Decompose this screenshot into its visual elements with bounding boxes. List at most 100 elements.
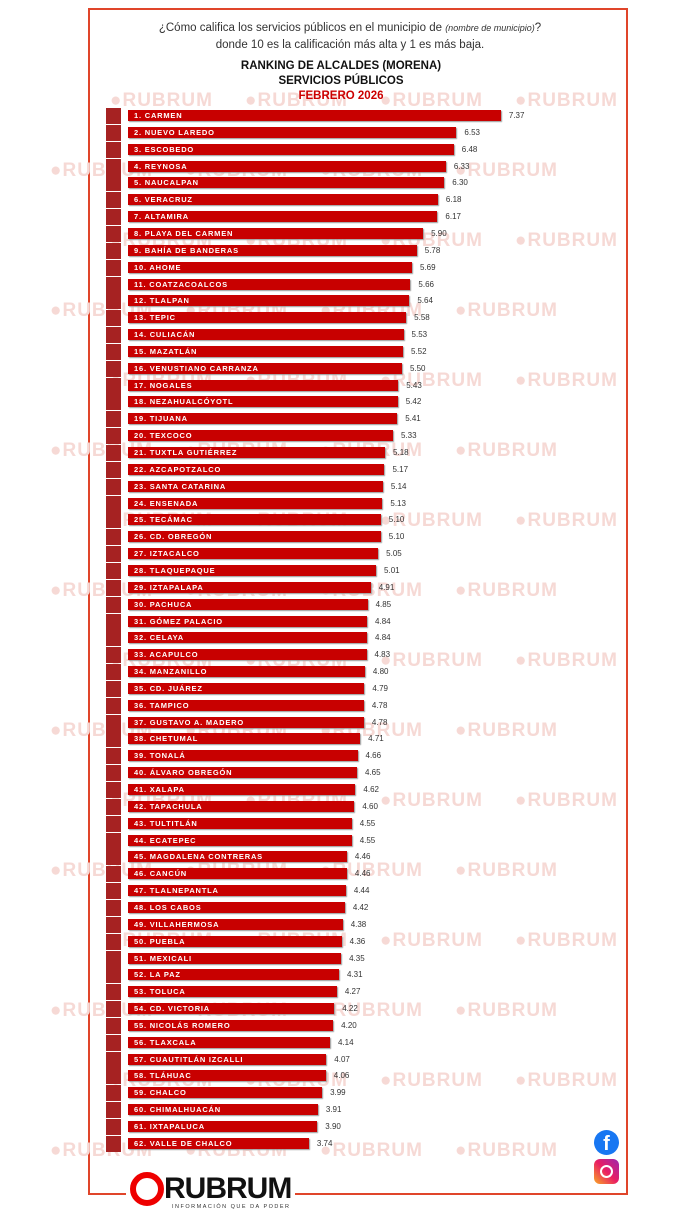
value-label: 6.30 bbox=[452, 178, 468, 188]
party-logo-icon bbox=[106, 798, 121, 815]
watermark: ●RUBRUM bbox=[380, 650, 483, 671]
bar: 57. CUAUTITLÁN IZCALLI bbox=[128, 1053, 327, 1065]
bar: 7. ALTAMIRA bbox=[128, 211, 438, 223]
watermark: ●RUBRUM bbox=[50, 860, 153, 881]
bar: 58. TLÁHUAC bbox=[128, 1070, 326, 1082]
facebook-icon[interactable]: f bbox=[594, 1130, 619, 1155]
bar: 55. NICOLÁS ROMERO bbox=[128, 1019, 334, 1031]
watermark: ●RUBRUM bbox=[515, 1070, 618, 1091]
party-logo-icon bbox=[106, 916, 121, 933]
party-logo-icon bbox=[106, 310, 121, 327]
value-label: 5.69 bbox=[420, 262, 436, 272]
value-label: 4.91 bbox=[378, 582, 395, 592]
value-label: 4.65 bbox=[364, 768, 381, 778]
party-logo-icon bbox=[106, 647, 121, 664]
watermark: ●RUBRUM bbox=[380, 510, 483, 531]
party-logo-icon bbox=[106, 242, 121, 259]
bar: 60. CHIMALHUACÁN bbox=[128, 1104, 318, 1116]
bar: 51. MEXICALI bbox=[128, 952, 342, 964]
value-label: 6.48 bbox=[461, 144, 478, 154]
bar: 19. TIJUANA bbox=[128, 413, 398, 425]
party-logo-icon bbox=[106, 108, 121, 124]
value-label: 5.41 bbox=[405, 414, 421, 424]
value-label: 4.31 bbox=[346, 970, 363, 980]
value-label: 5.14 bbox=[390, 481, 407, 491]
watermark: ●RUBRUM bbox=[380, 790, 483, 811]
value-label: 5.10 bbox=[388, 515, 405, 525]
bar: 45. MAGDALENA CONTRERAS bbox=[128, 851, 347, 863]
bar: 9. BAHÍA DE BANDERAS bbox=[128, 244, 417, 256]
party-logo-icon bbox=[106, 377, 121, 394]
bar: 4. REYNOSA bbox=[128, 160, 446, 172]
party-logo-icon bbox=[106, 984, 121, 1001]
party-logo-icon bbox=[106, 546, 121, 563]
value-label: 4.84 bbox=[375, 633, 391, 643]
bar: 10. AHOME bbox=[128, 261, 412, 273]
value-label: 4.84 bbox=[375, 616, 391, 626]
bar: 1. CARMEN bbox=[128, 110, 501, 121]
value-label: 4.42 bbox=[352, 902, 369, 912]
party-logo-icon bbox=[106, 933, 121, 950]
bar: 32. CELAYA bbox=[128, 632, 368, 644]
party-logo-icon bbox=[106, 1119, 121, 1135]
bar: 41. XALAPA bbox=[128, 784, 356, 795]
watermark: ●RUBRUM bbox=[380, 90, 483, 111]
party-logo-icon bbox=[106, 495, 121, 512]
party-logo-icon bbox=[106, 124, 121, 141]
bar: 52. LA PAZ bbox=[128, 969, 339, 981]
bar: 38. CHETUMAL bbox=[128, 733, 361, 745]
watermark: ●RUBRUM bbox=[455, 860, 558, 881]
value-label: 4.78 bbox=[371, 700, 388, 710]
bar: 5. NAUCALPAN bbox=[128, 177, 445, 189]
party-logo-icon bbox=[106, 815, 121, 832]
party-logo-icon bbox=[106, 478, 121, 495]
watermark: ●RUBRUM bbox=[515, 90, 618, 111]
watermark: ●RUBRUM bbox=[515, 510, 618, 531]
party-logo-icon bbox=[106, 394, 121, 411]
party-logo-icon bbox=[106, 175, 121, 192]
bar: 17. NOGALES bbox=[128, 379, 399, 391]
party-logo-icon bbox=[106, 158, 121, 175]
value-label: 5.52 bbox=[411, 346, 427, 356]
bar: 46. CANCÚN bbox=[128, 868, 347, 880]
bar: 24. ENSENADA bbox=[128, 497, 383, 509]
bar: 35. CD. JUÁREZ bbox=[128, 682, 365, 694]
bar: 62. VALLE DE CHALCO bbox=[128, 1137, 309, 1149]
value-label: 5.01 bbox=[384, 565, 400, 575]
watermark: ●RUBRUM bbox=[515, 370, 618, 391]
value-label: 5.42 bbox=[405, 397, 422, 407]
bar: 53. TOLUCA bbox=[128, 986, 337, 998]
bar: 36. TAMPICO bbox=[128, 699, 364, 711]
party-logo-icon bbox=[106, 411, 121, 428]
party-logo-icon bbox=[106, 1017, 121, 1034]
value-label: 5.66 bbox=[418, 279, 434, 289]
party-logo-icon bbox=[106, 1068, 121, 1085]
value-label: 3.99 bbox=[330, 1088, 346, 1098]
bar: 31. GÓMEZ PALACIO bbox=[128, 615, 368, 627]
watermark: ●RUBRUM bbox=[110, 90, 213, 111]
chart-date: FEBRERO 2026 bbox=[298, 90, 384, 102]
value-label: 6.17 bbox=[445, 212, 461, 222]
value-label: 5.58 bbox=[414, 313, 430, 323]
party-logo-icon bbox=[106, 1102, 121, 1119]
party-logo-icon bbox=[106, 782, 121, 798]
party-logo-icon bbox=[106, 1085, 121, 1102]
party-logo-icon bbox=[106, 680, 121, 697]
value-label: 5.10 bbox=[388, 532, 405, 542]
brand-logo: RUBRUM INFORMACIÓN QUE DA PODER bbox=[126, 1172, 296, 1210]
bar: 30. PACHUCA bbox=[128, 598, 368, 610]
logo-circle-icon bbox=[130, 1172, 164, 1206]
bar: 21. TUXTLA GUTIÉRREZ bbox=[128, 447, 386, 458]
bar: 3. ESCOBEDO bbox=[128, 143, 454, 155]
party-logo-icon bbox=[106, 259, 121, 276]
party-logo-icon bbox=[106, 832, 121, 849]
value-label: 6.33 bbox=[453, 161, 470, 171]
bar: 14. CULIACÁN bbox=[128, 329, 404, 341]
value-label: 4.46 bbox=[354, 869, 371, 879]
party-logo-icon bbox=[106, 664, 121, 681]
instagram-icon[interactable] bbox=[594, 1159, 619, 1184]
bar: 27. IZTACALCO bbox=[128, 548, 379, 560]
party-logo-icon bbox=[106, 765, 121, 782]
bar: 54. CD. VICTORIA bbox=[128, 1003, 335, 1015]
party-logo-icon bbox=[106, 445, 121, 461]
